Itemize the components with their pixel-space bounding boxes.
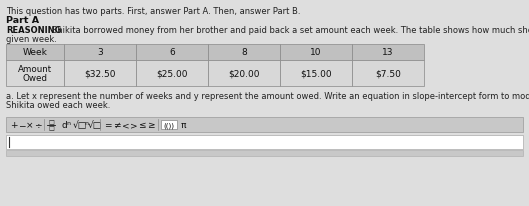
Bar xyxy=(280,61,352,87)
Bar xyxy=(6,45,64,61)
Text: Shikita owed each week.: Shikita owed each week. xyxy=(6,101,111,109)
Text: √□: √□ xyxy=(73,121,87,129)
Bar xyxy=(6,150,523,156)
Text: 13: 13 xyxy=(382,48,394,57)
Bar xyxy=(161,121,177,129)
Text: $7.50: $7.50 xyxy=(375,69,401,78)
Text: √□: √□ xyxy=(88,121,102,129)
Text: =: = xyxy=(104,121,112,129)
Text: π: π xyxy=(181,121,187,129)
Text: 6: 6 xyxy=(169,48,175,57)
Bar xyxy=(136,61,208,87)
Text: ≥: ≥ xyxy=(147,121,154,129)
Bar xyxy=(6,61,64,87)
Bar xyxy=(6,135,523,149)
Text: d: d xyxy=(61,121,67,129)
Text: ×: × xyxy=(26,121,33,129)
Text: ÷: ÷ xyxy=(34,121,42,129)
Text: □: □ xyxy=(48,125,54,130)
Text: <: < xyxy=(122,121,130,129)
Text: n: n xyxy=(66,121,70,125)
Text: given week.: given week. xyxy=(6,35,57,44)
Text: 3: 3 xyxy=(97,48,103,57)
Text: a. Let x represent the number of weeks and y represent the amount owed. Write an: a. Let x represent the number of weeks a… xyxy=(6,91,529,101)
Bar xyxy=(208,61,280,87)
Text: (()): (()) xyxy=(163,122,175,128)
Text: −: − xyxy=(18,121,25,129)
Text: ≤: ≤ xyxy=(138,121,145,129)
Bar xyxy=(208,45,280,61)
Bar xyxy=(352,45,424,61)
Text: >: > xyxy=(130,121,138,129)
Text: 8: 8 xyxy=(241,48,247,57)
Text: ≠: ≠ xyxy=(113,121,121,129)
Text: 10: 10 xyxy=(310,48,322,57)
Bar xyxy=(136,45,208,61)
Text: □: □ xyxy=(48,120,54,125)
Text: n: n xyxy=(84,121,88,125)
Text: Amount: Amount xyxy=(18,65,52,74)
Text: $32.50: $32.50 xyxy=(84,69,116,78)
Text: Owed: Owed xyxy=(23,74,48,83)
Bar xyxy=(352,61,424,87)
Text: This question has two parts. First, answer Part A. Then, answer Part B.: This question has two parts. First, answ… xyxy=(6,7,300,16)
Bar xyxy=(64,45,136,61)
Text: $15.00: $15.00 xyxy=(300,69,332,78)
Text: Part A: Part A xyxy=(6,16,39,25)
Bar xyxy=(6,117,523,132)
Bar xyxy=(280,45,352,61)
Text: $25.00: $25.00 xyxy=(156,69,188,78)
Text: Week: Week xyxy=(23,48,48,57)
Text: REASONING: REASONING xyxy=(6,26,61,35)
Text: +: + xyxy=(10,121,17,129)
Text: $20.00: $20.00 xyxy=(228,69,260,78)
Bar xyxy=(64,61,136,87)
Text: Shikita borrowed money from her brother and paid back a set amount each week. Th: Shikita borrowed money from her brother … xyxy=(52,26,529,35)
